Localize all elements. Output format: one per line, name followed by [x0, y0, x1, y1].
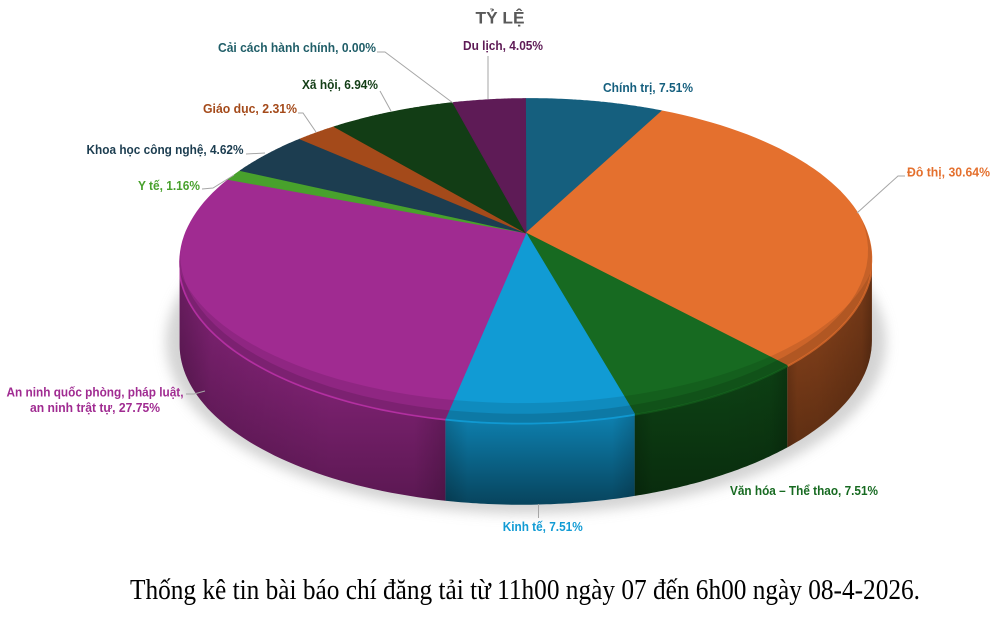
svg-text:Du lịch, 4.05%: Du lịch, 4.05%	[463, 38, 543, 53]
svg-text:Khoa học công nghệ, 4.62%: Khoa học công nghệ, 4.62%	[87, 142, 244, 157]
svg-text:Văn hóa – Thể thao, 7.51%: Văn hóa – Thể thao, 7.51%	[730, 483, 878, 498]
svg-text:Xã hội, 6.94%: Xã hội, 6.94%	[302, 77, 378, 92]
svg-text:Y tế, 1.16%: Y tế, 1.16%	[138, 178, 200, 193]
svg-text:Kinh tế, 7.51%: Kinh tế, 7.51%	[503, 519, 583, 534]
svg-text:an ninh trật tự, 27.75%: an ninh trật tự, 27.75%	[30, 400, 160, 415]
svg-text:An ninh quốc phòng, pháp luật,: An ninh quốc phòng, pháp luật,	[7, 385, 184, 400]
svg-text:TỶ LỆ: TỶ LỆ	[476, 9, 525, 28]
svg-text:Giáo dục, 2.31%: Giáo dục, 2.31%	[203, 101, 297, 116]
svg-text:Chính trị, 7.51%: Chính trị, 7.51%	[603, 80, 693, 95]
svg-text:Cải cách hành chính, 0.00%: Cải cách hành chính, 0.00%	[218, 40, 376, 55]
svg-text:Đô thị, 30.64%: Đô thị, 30.64%	[907, 165, 990, 180]
svg-text:Thống kê tin bài báo chí đăng: Thống kê tin bài báo chí đăng tải từ 11h…	[130, 575, 920, 606]
